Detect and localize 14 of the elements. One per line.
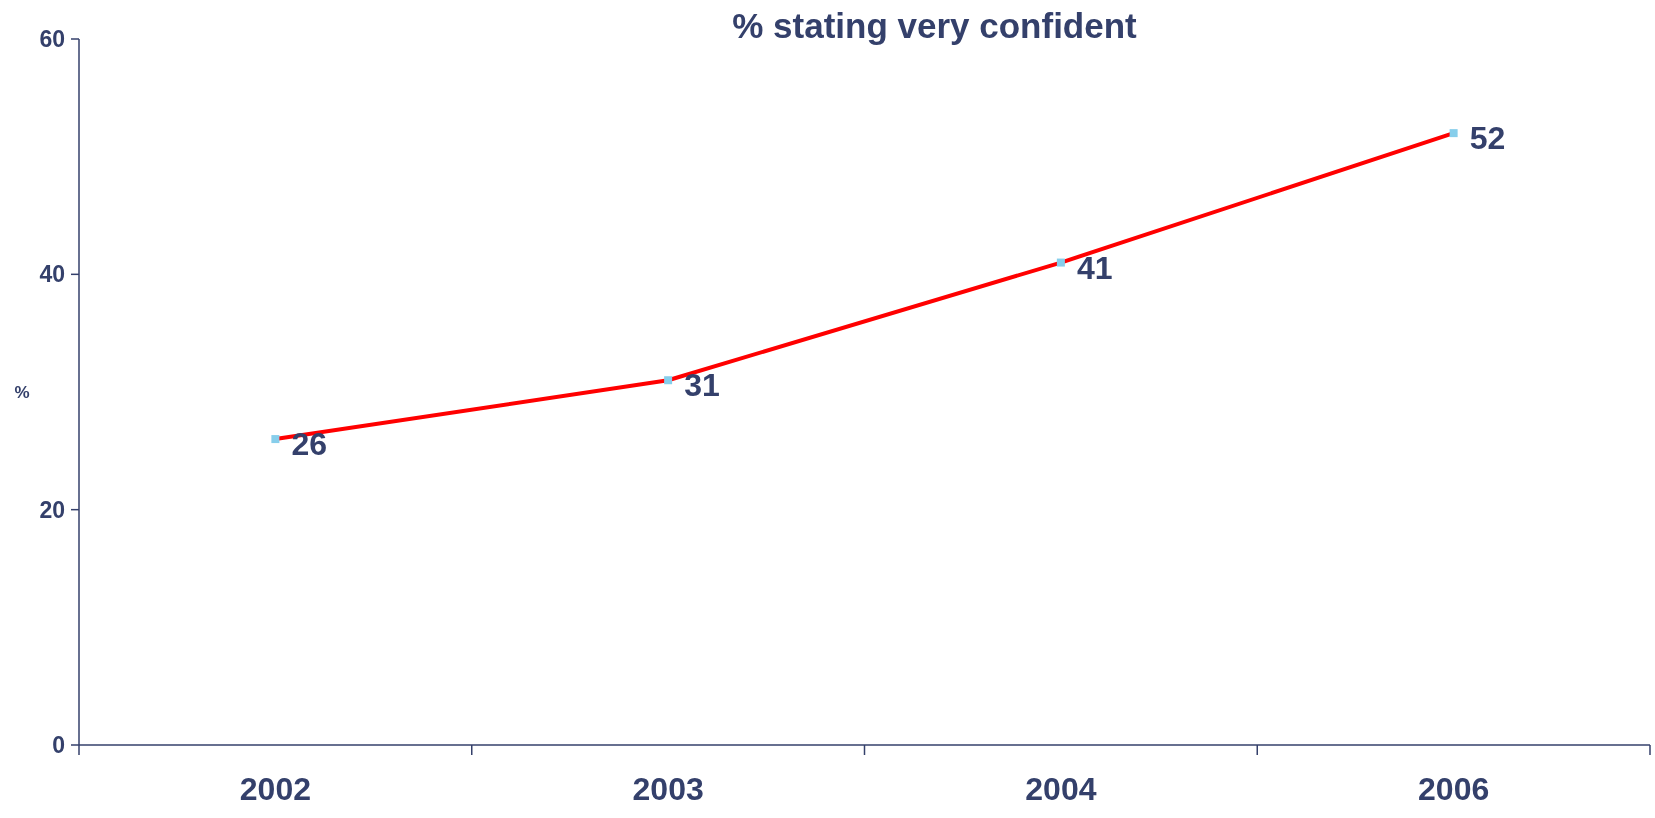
- chart-title: % stating very confident: [732, 6, 1138, 45]
- data-label: 41: [1076, 249, 1113, 286]
- y-tick-label: 40: [39, 261, 65, 288]
- y-tick-label: 0: [52, 732, 65, 758]
- y-tick-label: 60: [39, 26, 65, 52]
- x-tick-label: 2002: [239, 771, 311, 807]
- data-label: 31: [684, 367, 720, 404]
- y-axis-title: %: [14, 383, 30, 402]
- x-tick-label: 2003: [632, 771, 704, 807]
- x-tick-label: 2006: [1418, 771, 1490, 807]
- data-label: 52: [1469, 120, 1506, 157]
- x-tick-label: 2004: [1025, 771, 1097, 807]
- y-tick-label: 20: [39, 496, 65, 523]
- data-label: 26: [291, 426, 327, 463]
